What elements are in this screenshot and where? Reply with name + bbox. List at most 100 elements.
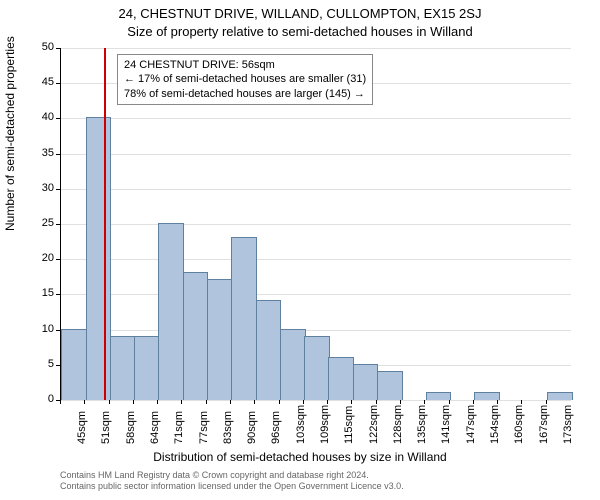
x-tick-mark bbox=[497, 400, 498, 404]
x-tick-label: 109sqm bbox=[319, 405, 331, 444]
histogram-bar bbox=[256, 300, 282, 400]
y-tick-label: 25 bbox=[24, 217, 54, 229]
grid-line bbox=[61, 118, 571, 119]
x-tick-mark bbox=[230, 400, 231, 404]
y-tick-label: 15 bbox=[24, 287, 54, 299]
y-tick-mark bbox=[56, 154, 60, 155]
x-tick-label: 167sqm bbox=[538, 405, 550, 444]
x-tick-mark bbox=[424, 400, 425, 404]
x-tick-mark bbox=[351, 400, 352, 404]
histogram-bar bbox=[183, 272, 209, 400]
annotation-line: ← 17% of semi-detached houses are smalle… bbox=[124, 72, 366, 86]
histogram-bar bbox=[304, 336, 330, 400]
x-tick-mark bbox=[546, 400, 547, 404]
y-tick-mark bbox=[56, 189, 60, 190]
x-tick-mark bbox=[181, 400, 182, 404]
x-tick-label: 147sqm bbox=[465, 405, 477, 444]
x-tick-label: 64sqm bbox=[149, 411, 161, 444]
x-tick-mark bbox=[327, 400, 328, 404]
x-tick-mark bbox=[279, 400, 280, 404]
x-tick-mark bbox=[157, 400, 158, 404]
y-tick-label: 45 bbox=[24, 76, 54, 88]
x-tick-label: 141sqm bbox=[440, 405, 452, 444]
x-tick-label: 103sqm bbox=[295, 405, 307, 444]
histogram-bar bbox=[207, 279, 233, 400]
histogram-bar bbox=[110, 336, 136, 400]
x-tick-label: 77sqm bbox=[198, 411, 210, 444]
x-tick-mark bbox=[303, 400, 304, 404]
x-tick-label: 71sqm bbox=[173, 411, 185, 444]
y-tick-mark bbox=[56, 294, 60, 295]
x-tick-mark bbox=[206, 400, 207, 404]
x-tick-label: 58sqm bbox=[125, 411, 137, 444]
reference-line bbox=[104, 48, 106, 400]
footer-text: Contains HM Land Registry data © Crown c… bbox=[60, 470, 404, 492]
grid-line bbox=[61, 189, 571, 190]
annotation-line: 24 CHESTNUT DRIVE: 56sqm bbox=[124, 58, 366, 72]
x-tick-label: 160sqm bbox=[513, 405, 525, 444]
x-tick-mark bbox=[60, 400, 61, 404]
y-tick-mark bbox=[56, 259, 60, 260]
histogram-bar bbox=[231, 237, 257, 400]
histogram-bar bbox=[474, 392, 500, 400]
chart-container: 24, CHESTNUT DRIVE, WILLAND, CULLOMPTON,… bbox=[0, 0, 600, 500]
grid-line bbox=[61, 400, 571, 401]
x-tick-label: 51sqm bbox=[100, 411, 112, 444]
y-tick-mark bbox=[56, 224, 60, 225]
x-tick-label: 96sqm bbox=[270, 411, 282, 444]
y-axis-label: Number of semi-detached properties bbox=[3, 36, 17, 231]
x-tick-label: 173sqm bbox=[562, 405, 574, 444]
x-tick-label: 83sqm bbox=[222, 411, 234, 444]
x-tick-mark bbox=[254, 400, 255, 404]
x-tick-label: 135sqm bbox=[416, 405, 428, 444]
x-axis-label: Distribution of semi-detached houses by … bbox=[0, 450, 600, 464]
grid-line bbox=[61, 224, 571, 225]
y-tick-label: 20 bbox=[24, 252, 54, 264]
histogram-bar bbox=[158, 223, 184, 400]
x-tick-label: 45sqm bbox=[76, 411, 88, 444]
y-tick-label: 30 bbox=[24, 182, 54, 194]
x-tick-label: 122sqm bbox=[368, 405, 380, 444]
y-tick-label: 40 bbox=[24, 111, 54, 123]
grid-line bbox=[61, 294, 571, 295]
histogram-bar bbox=[328, 357, 354, 400]
y-tick-mark bbox=[56, 83, 60, 84]
footer-line2: Contains public sector information licen… bbox=[60, 481, 404, 492]
y-tick-label: 35 bbox=[24, 147, 54, 159]
histogram-bar bbox=[86, 117, 112, 400]
x-tick-label: 128sqm bbox=[392, 405, 404, 444]
histogram-bar bbox=[134, 336, 160, 400]
chart-title-1: 24, CHESTNUT DRIVE, WILLAND, CULLOMPTON,… bbox=[0, 6, 600, 21]
x-tick-mark bbox=[473, 400, 474, 404]
histogram-bar bbox=[547, 392, 573, 400]
grid-line bbox=[61, 48, 571, 49]
x-tick-label: 90sqm bbox=[246, 411, 258, 444]
y-tick-mark bbox=[56, 330, 60, 331]
histogram-bar bbox=[280, 329, 306, 400]
x-tick-mark bbox=[521, 400, 522, 404]
y-tick-label: 0 bbox=[24, 393, 54, 405]
y-tick-mark bbox=[56, 365, 60, 366]
y-tick-mark bbox=[56, 118, 60, 119]
y-tick-mark bbox=[56, 48, 60, 49]
x-tick-mark bbox=[400, 400, 401, 404]
x-tick-mark bbox=[449, 400, 450, 404]
grid-line bbox=[61, 330, 571, 331]
annotation-box: 24 CHESTNUT DRIVE: 56sqm← 17% of semi-de… bbox=[117, 54, 373, 105]
x-tick-label: 115sqm bbox=[343, 406, 355, 444]
x-tick-mark bbox=[133, 400, 134, 404]
plot-area: 24 CHESTNUT DRIVE: 56sqm← 17% of semi-de… bbox=[60, 48, 571, 401]
histogram-bar bbox=[377, 371, 403, 400]
grid-line bbox=[61, 259, 571, 260]
footer-line1: Contains HM Land Registry data © Crown c… bbox=[60, 470, 404, 481]
y-tick-label: 5 bbox=[24, 358, 54, 370]
histogram-bar bbox=[426, 392, 452, 400]
x-tick-mark bbox=[84, 400, 85, 404]
y-tick-label: 50 bbox=[24, 41, 54, 53]
annotation-line: 78% of semi-detached houses are larger (… bbox=[124, 87, 366, 101]
x-tick-mark bbox=[376, 400, 377, 404]
x-tick-mark bbox=[109, 400, 110, 404]
x-tick-label: 154sqm bbox=[489, 405, 501, 444]
y-tick-label: 10 bbox=[24, 323, 54, 335]
histogram-bar bbox=[61, 329, 87, 400]
